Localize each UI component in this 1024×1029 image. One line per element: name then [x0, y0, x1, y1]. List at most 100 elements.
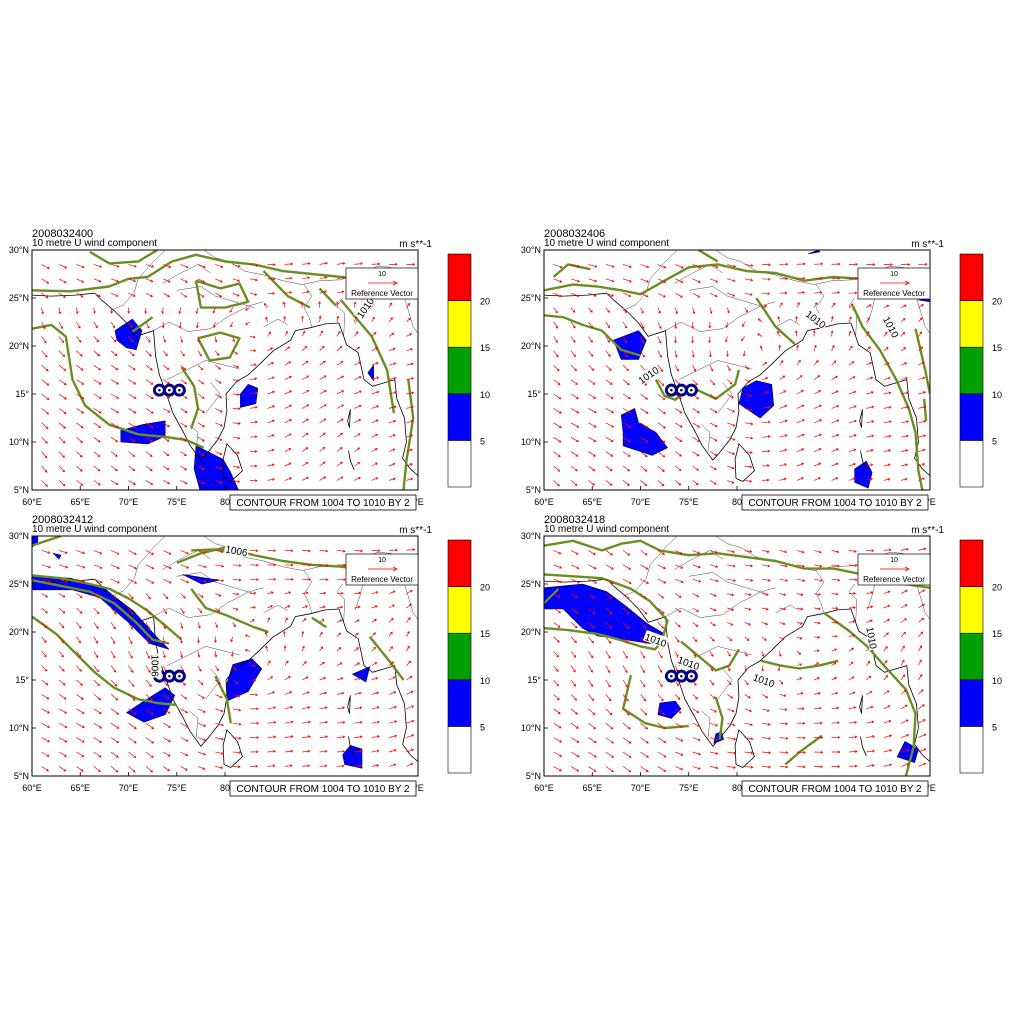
isobar-label-bg: [150, 653, 162, 678]
wind-arrow: [866, 690, 873, 695]
wind-arrow: [622, 465, 631, 472]
wind-arrow: [336, 461, 343, 467]
wind-arrow: [553, 766, 562, 772]
wind-arrow: [319, 549, 329, 553]
isobar-contour: [552, 263, 591, 278]
wind-arrow: [354, 764, 362, 768]
wind-arrow: [145, 679, 152, 687]
wind-arrow: [814, 276, 823, 280]
wind-arrow: [388, 646, 393, 652]
wind-arrow: [865, 331, 870, 337]
wind-arrow: [93, 350, 101, 357]
wind-arrow: [336, 647, 342, 652]
border-line: [205, 382, 221, 414]
station-marker-dot: [690, 674, 693, 678]
wind-arrow: [848, 376, 856, 380]
wind-arrow: [605, 451, 614, 457]
wind-arrow: [93, 751, 102, 758]
wind-arrow: [866, 376, 874, 380]
wind-arrow: [232, 364, 240, 368]
wind-arrow: [622, 364, 629, 372]
wind-arrow: [640, 636, 646, 644]
wind-arrow: [796, 419, 805, 424]
wind-arrow: [848, 606, 856, 610]
wind-arrow: [900, 362, 908, 366]
wind-arrow: [692, 480, 699, 486]
wind-arrow: [742, 350, 746, 357]
wind-arrow: [640, 451, 648, 458]
wind-speed-fill: [854, 460, 873, 489]
wind-arrow: [570, 636, 577, 644]
wind-arrow: [814, 706, 822, 710]
wind-arrow: [354, 632, 359, 638]
wind-arrow: [41, 593, 49, 598]
colorbar-label: 10: [992, 676, 1002, 686]
wind-arrow: [110, 436, 119, 443]
wind-arrow: [319, 764, 328, 768]
wind-arrow: [371, 262, 381, 266]
wind-arrow: [848, 706, 857, 710]
wind-arrow: [232, 765, 241, 769]
wind-arrow: [727, 292, 736, 297]
wind-arrow: [813, 375, 821, 380]
border-line: [701, 710, 711, 738]
wind-arrow: [197, 737, 207, 742]
wind-arrow: [250, 435, 258, 439]
wind-arrow: [796, 550, 805, 554]
wind-arrow: [796, 262, 806, 266]
wind-arrow: [388, 661, 395, 666]
wind-arrow: [709, 480, 717, 485]
wind-arrow: [779, 550, 788, 554]
wind-speed-fill: [620, 407, 668, 456]
wind-arrow: [406, 705, 415, 710]
wind-arrow: [406, 548, 416, 551]
wind-arrow: [212, 321, 216, 329]
wind-arrow: [570, 708, 578, 715]
wind-arrow: [675, 737, 684, 742]
wind-arrow: [215, 292, 223, 298]
wind-arrow: [553, 694, 560, 701]
wind-arrow: [371, 390, 380, 395]
wind-arrow: [605, 622, 612, 629]
coastline: [347, 695, 351, 714]
wind-arrow: [570, 578, 580, 584]
wind-arrow: [744, 264, 754, 267]
wind-arrow: [848, 720, 858, 724]
wind-arrow: [622, 578, 632, 584]
wind-arrow: [831, 606, 839, 610]
wind-arrow: [250, 335, 256, 339]
lat-tick-label: 30°N: [521, 531, 541, 541]
wind-arrow: [302, 706, 311, 710]
wind-arrow: [883, 405, 892, 409]
wind-arrow: [354, 677, 362, 681]
wind-arrow: [245, 307, 251, 311]
wind-arrow: [76, 292, 84, 298]
wind-arrow: [232, 564, 242, 568]
wind-arrow: [284, 447, 292, 452]
wind-arrow: [128, 607, 134, 615]
wind-arrow: [41, 737, 50, 743]
wind-arrow: [336, 432, 344, 438]
wind-arrow: [336, 476, 344, 481]
wind-arrow: [588, 679, 594, 688]
wind-speed-fill: [657, 700, 682, 719]
wind-arrow: [263, 302, 268, 308]
isobar-label-bg: [751, 670, 778, 689]
wind-arrow: [250, 479, 258, 483]
lat-tick-label: 5°N: [14, 771, 29, 781]
isobar-contour: [368, 636, 405, 681]
wind-arrow: [336, 330, 341, 337]
wind-arrow: [830, 330, 834, 337]
wind-arrow: [58, 622, 65, 629]
wind-arrow: [41, 607, 48, 614]
isobar-label-bg: [634, 363, 661, 386]
wind-arrow: [588, 278, 598, 283]
wind-arrow: [831, 291, 840, 295]
wind-arrow: [674, 451, 682, 457]
wind-arrow: [831, 302, 836, 308]
wind-arrow: [570, 393, 579, 399]
wind-arrow: [180, 593, 186, 599]
wind-arrow: [674, 336, 677, 344]
wind-arrow: [900, 331, 906, 337]
